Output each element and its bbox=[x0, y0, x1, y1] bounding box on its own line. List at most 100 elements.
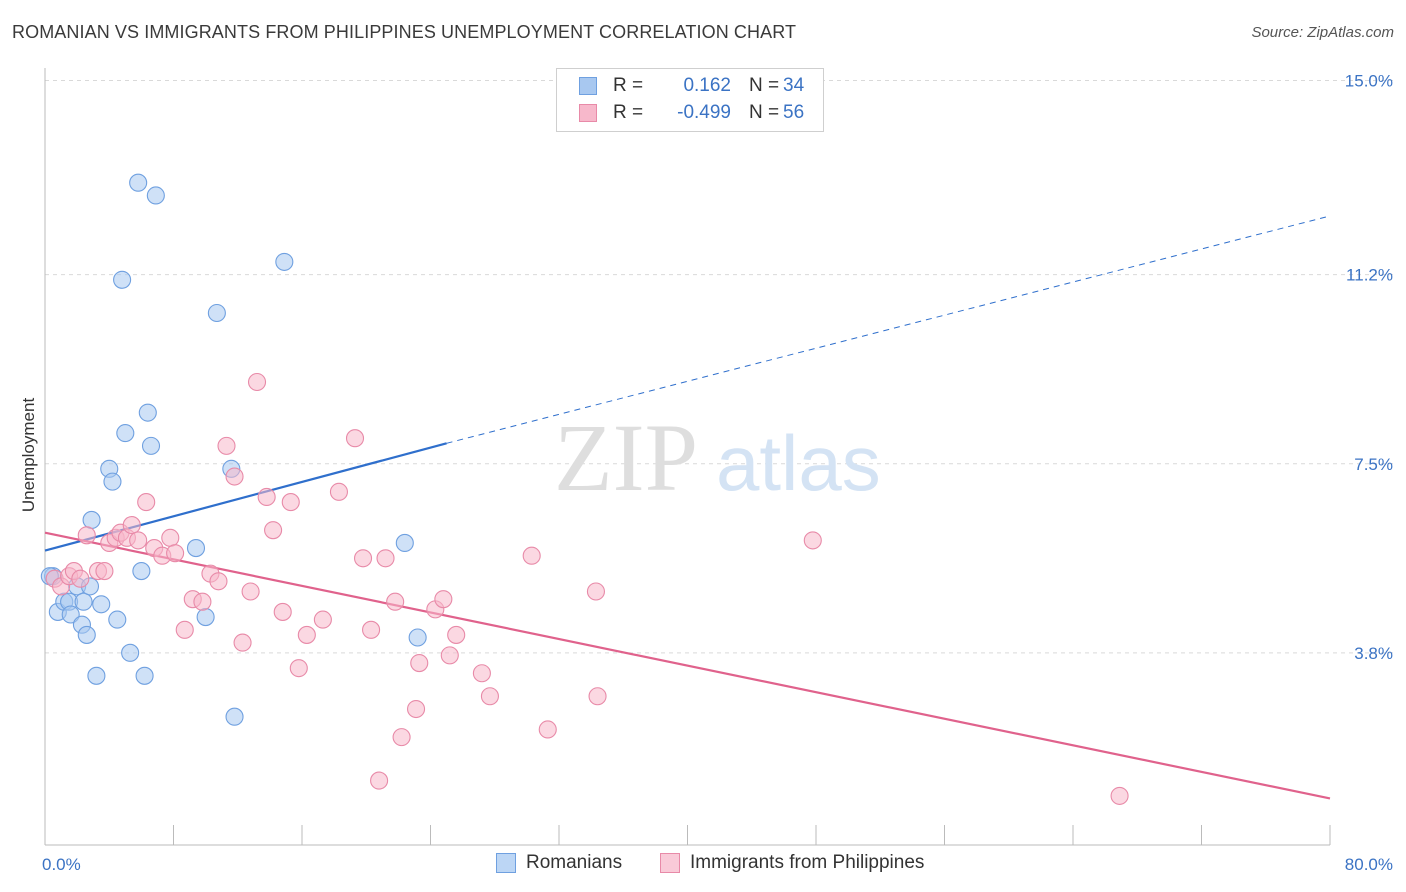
point-philippines-30[interactable] bbox=[264, 521, 283, 540]
point-romanians-20[interactable] bbox=[132, 562, 151, 581]
point-romanians-11[interactable] bbox=[87, 666, 106, 685]
point-philippines-53[interactable] bbox=[538, 720, 557, 739]
point-philippines-38[interactable] bbox=[353, 549, 373, 568]
y-tick-label-1: 7.5% bbox=[1354, 455, 1393, 474]
point-philippines-4[interactable] bbox=[71, 569, 90, 588]
point-philippines-35[interactable] bbox=[313, 610, 332, 629]
point-philippines-18[interactable] bbox=[166, 544, 185, 563]
chart-title: ROMANIAN VS IMMIGRANTS FROM PHILIPPINES … bbox=[12, 22, 797, 42]
point-philippines-7[interactable] bbox=[95, 562, 114, 581]
source-credit: Source: ZipAtlas.com bbox=[1251, 24, 1394, 41]
data-points bbox=[40, 173, 1129, 805]
point-philippines-12[interactable] bbox=[122, 516, 141, 535]
point-romanians-25[interactable] bbox=[186, 539, 206, 558]
point-romanians-14[interactable] bbox=[103, 472, 122, 491]
point-philippines-50[interactable] bbox=[472, 664, 491, 683]
point-romanians-8[interactable] bbox=[77, 625, 96, 644]
point-romanians-19[interactable] bbox=[129, 173, 148, 192]
point-philippines-31[interactable] bbox=[273, 602, 292, 621]
point-philippines-29[interactable] bbox=[257, 487, 276, 507]
point-romanians-7[interactable] bbox=[74, 592, 93, 611]
point-philippines-56[interactable] bbox=[803, 531, 822, 550]
trend-line-0 bbox=[44, 442, 447, 552]
point-philippines-44[interactable] bbox=[410, 653, 429, 673]
y-tick-labels: 3.8% 7.5% 11.2% 15.0% bbox=[1345, 72, 1393, 663]
series-label-romanians: Romanians bbox=[526, 852, 623, 873]
point-philippines-14[interactable] bbox=[137, 493, 156, 512]
point-romanians-21[interactable] bbox=[135, 666, 154, 685]
point-romanians-31[interactable] bbox=[395, 533, 414, 553]
legend-row-romanians: R = 0.162 N = 34 bbox=[579, 74, 804, 98]
point-philippines-46[interactable] bbox=[434, 590, 453, 609]
point-philippines-36[interactable] bbox=[329, 482, 348, 501]
point-romanians-29[interactable] bbox=[225, 707, 244, 726]
point-romanians-18[interactable] bbox=[121, 643, 140, 662]
legend-r-label: R = bbox=[613, 75, 644, 96]
point-philippines-48[interactable] bbox=[447, 625, 466, 644]
y-axis-label: Unemployment bbox=[19, 398, 38, 513]
point-philippines-23[interactable] bbox=[209, 572, 228, 591]
point-romanians-22[interactable] bbox=[138, 403, 157, 422]
point-philippines-13[interactable] bbox=[129, 531, 148, 550]
x-tick-label-1: 80.0% bbox=[1345, 855, 1393, 874]
legend-n-value: 34 bbox=[783, 75, 805, 96]
point-philippines-19[interactable] bbox=[175, 620, 194, 639]
point-philippines-39[interactable] bbox=[362, 620, 381, 639]
point-philippines-51[interactable] bbox=[480, 687, 499, 706]
point-philippines-33[interactable] bbox=[289, 659, 308, 678]
point-philippines-55[interactable] bbox=[588, 687, 607, 706]
point-romanians-15[interactable] bbox=[108, 610, 127, 629]
point-romanians-10[interactable] bbox=[82, 510, 101, 530]
point-romanians-16[interactable] bbox=[113, 270, 132, 289]
point-philippines-28[interactable] bbox=[247, 372, 267, 392]
point-philippines-26[interactable] bbox=[233, 633, 252, 652]
watermark-atlas: atlas bbox=[716, 419, 881, 507]
point-romanians-26[interactable] bbox=[196, 607, 215, 627]
point-philippines-57[interactable] bbox=[1110, 786, 1129, 805]
legend-n-label: N = bbox=[749, 102, 780, 123]
point-philippines-17[interactable] bbox=[161, 528, 180, 547]
y-tick-label-2: 11.2% bbox=[1346, 266, 1393, 285]
point-philippines-40[interactable] bbox=[376, 549, 395, 568]
point-philippines-42[interactable] bbox=[392, 728, 411, 747]
point-philippines-24[interactable] bbox=[217, 436, 236, 455]
point-romanians-30[interactable] bbox=[275, 252, 294, 271]
series-legend-philippines[interactable]: Immigrants from Philippines bbox=[660, 852, 924, 874]
point-philippines-43[interactable] bbox=[406, 699, 426, 719]
point-philippines-37[interactable] bbox=[345, 429, 365, 448]
legend-row-philippines: R = -0.499 N = 56 bbox=[579, 101, 804, 125]
axes bbox=[44, 68, 1331, 846]
point-philippines-34[interactable] bbox=[297, 625, 316, 644]
point-romanians-12[interactable] bbox=[92, 595, 111, 614]
point-romanians-32[interactable] bbox=[408, 628, 427, 647]
point-philippines-54[interactable] bbox=[586, 582, 605, 601]
point-philippines-5[interactable] bbox=[77, 526, 96, 545]
point-philippines-21[interactable] bbox=[193, 592, 212, 611]
point-philippines-49[interactable] bbox=[370, 771, 389, 790]
gridlines bbox=[45, 80, 1393, 654]
y-tick-label-3: 15.0% bbox=[1345, 72, 1393, 91]
point-philippines-52[interactable] bbox=[522, 546, 541, 565]
point-philippines-47[interactable] bbox=[440, 646, 459, 665]
point-romanians-23[interactable] bbox=[141, 436, 161, 455]
point-philippines-41[interactable] bbox=[386, 592, 405, 611]
legend-r-label: R = bbox=[613, 102, 644, 123]
y-tick-label-0: 3.8% bbox=[1354, 644, 1393, 663]
watermark: ZIP atlas bbox=[554, 404, 881, 511]
trend-line-extension-0 bbox=[446, 215, 1331, 444]
point-romanians-24[interactable] bbox=[146, 186, 165, 205]
point-romanians-17[interactable] bbox=[116, 424, 135, 443]
point-philippines-32[interactable] bbox=[281, 493, 300, 512]
legend-n-label: N = bbox=[749, 75, 780, 96]
series-swatch-philippines bbox=[660, 853, 680, 873]
series-legend-romanians[interactable]: Romanians bbox=[496, 852, 622, 874]
legend-r-value: -0.499 bbox=[677, 102, 731, 123]
trend-line-1 bbox=[44, 531, 1331, 800]
point-philippines-27[interactable] bbox=[241, 582, 260, 601]
point-philippines-25[interactable] bbox=[225, 467, 244, 486]
point-romanians-4[interactable] bbox=[61, 605, 80, 624]
point-romanians-27[interactable] bbox=[207, 303, 226, 323]
legend-swatch-philippines bbox=[579, 104, 597, 122]
legend-swatch-romanians bbox=[579, 77, 597, 95]
